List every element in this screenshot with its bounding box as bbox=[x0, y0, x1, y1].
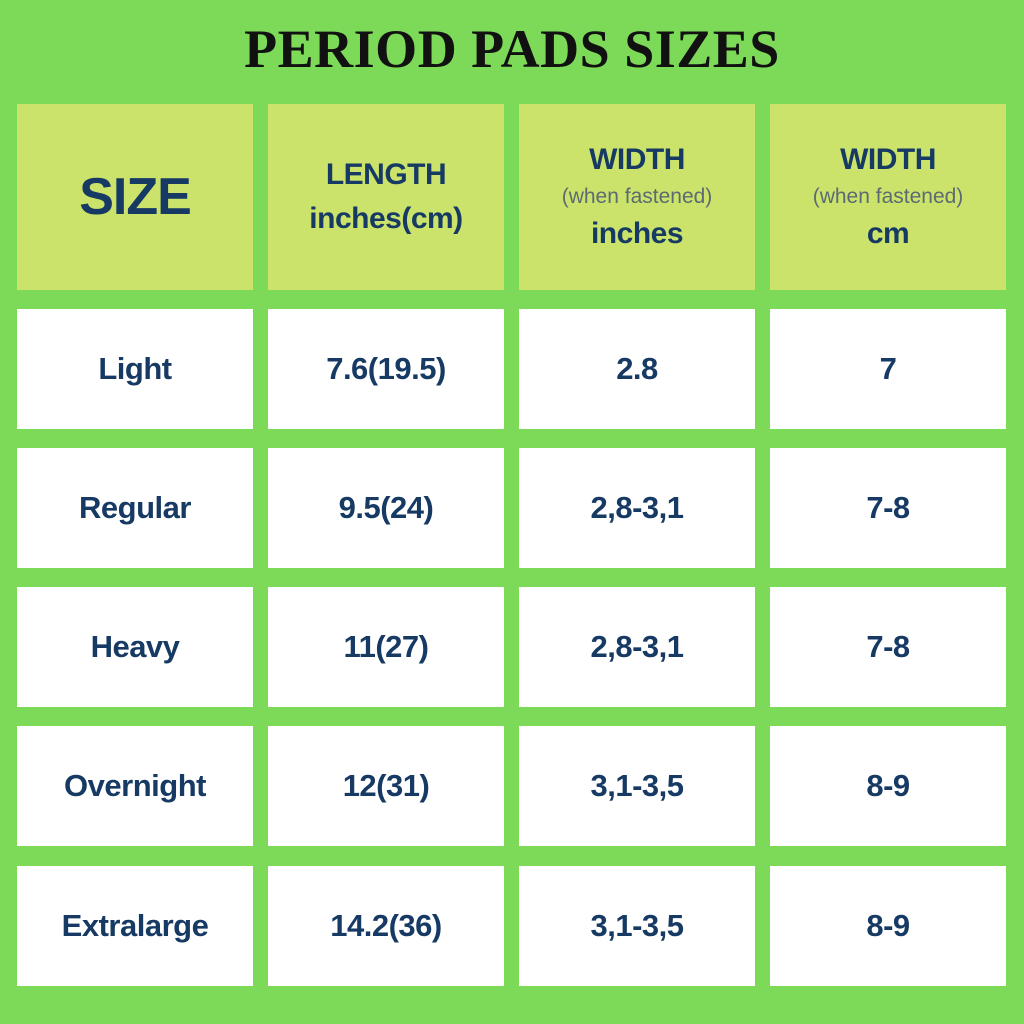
title: PERIOD PADS SIZES bbox=[244, 19, 780, 79]
table-cell: 3,1-3,5 bbox=[519, 726, 755, 846]
table-cell: 8-9 bbox=[770, 866, 1006, 986]
header-cell: SIZE bbox=[17, 104, 253, 290]
table-cell: 8-9 bbox=[770, 726, 1006, 846]
table-cell: 9.5(24) bbox=[268, 448, 504, 568]
table-cell: 7-8 bbox=[770, 448, 1006, 568]
table-cell: Heavy bbox=[17, 587, 253, 707]
header-cell: LENGTH inches(cm) bbox=[268, 104, 504, 290]
table-cell: 14.2(36) bbox=[268, 866, 504, 986]
table-cell: 2,8-3,1 bbox=[519, 448, 755, 568]
table-cell: 2,8-3,1 bbox=[519, 587, 755, 707]
table-cell: 12(31) bbox=[268, 726, 504, 846]
header-text: inches(cm) bbox=[309, 202, 463, 235]
header-text: (when fastened) bbox=[561, 185, 713, 208]
table-cell: 7-8 bbox=[770, 587, 1006, 707]
header-text: LENGTH bbox=[325, 158, 447, 191]
header-cell: WIDTH (when fastened) cm bbox=[770, 104, 1006, 290]
table-cell: Light bbox=[17, 309, 253, 429]
table-cell: 2.8 bbox=[519, 309, 755, 429]
table-cell: 7.6(19.5) bbox=[268, 309, 504, 429]
header-text: (when fastened) bbox=[812, 185, 964, 208]
table-cell: Regular bbox=[17, 448, 253, 568]
header-text: inches bbox=[590, 217, 684, 250]
header-text: WIDTH bbox=[840, 143, 936, 176]
table-cell: 3,1-3,5 bbox=[519, 866, 755, 986]
header-cell: WIDTH (when fastened) inches bbox=[519, 104, 755, 290]
header-text: WIDTH bbox=[589, 143, 685, 176]
table-cell: Overnight bbox=[17, 726, 253, 846]
table-cell: 7 bbox=[770, 309, 1006, 429]
table-cell: Extralarge bbox=[17, 866, 253, 986]
header-text: SIZE bbox=[79, 168, 192, 226]
table-cell: 11(27) bbox=[268, 587, 504, 707]
header-text: cm bbox=[866, 217, 910, 250]
